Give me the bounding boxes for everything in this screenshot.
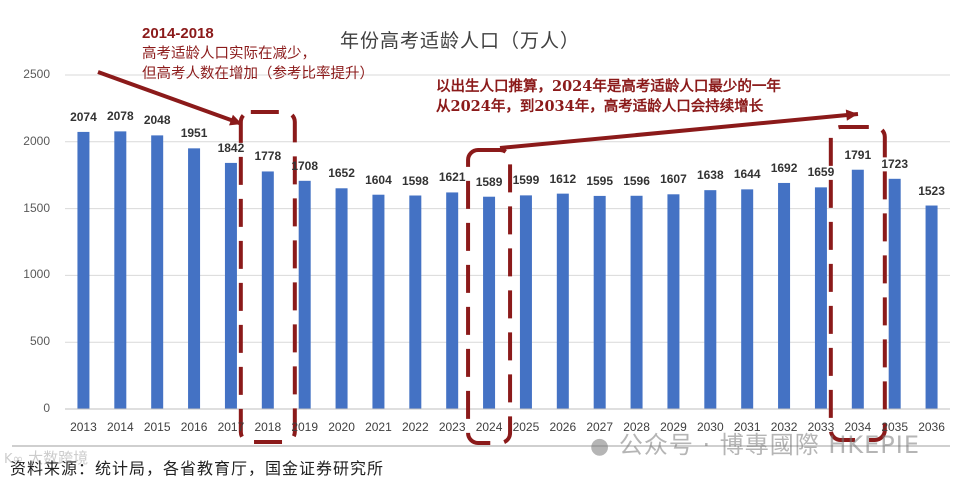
- y-tick-label: 0: [43, 401, 50, 415]
- bar-2028: [630, 195, 643, 409]
- bar-2015: [151, 135, 164, 409]
- bar-2018: [261, 171, 274, 409]
- wechat-icon: ●: [590, 434, 611, 459]
- data-label: 1708: [291, 158, 319, 173]
- data-label: 1599: [512, 173, 540, 188]
- data-label: 1523: [918, 183, 945, 198]
- arrow-left: [97, 70, 243, 126]
- y-tick-label: 2000: [23, 133, 50, 148]
- annotation-right: 以出生人口推算，2024年是高考适龄人口最少的一年 从2024年，到2034年，…: [436, 77, 781, 117]
- x-tick-label: 2016: [180, 420, 208, 434]
- x-tick-label: 2025: [512, 420, 540, 434]
- data-label: 1723: [881, 156, 909, 171]
- bar-2021: [372, 194, 385, 409]
- x-tick-label: 2024: [475, 420, 503, 434]
- y-tick-label: 1500: [23, 200, 50, 215]
- x-tick-label: 2021: [365, 420, 392, 434]
- x-tick-label: 2026: [549, 420, 577, 434]
- bar-2013: [77, 131, 90, 409]
- bar-2020: [335, 188, 348, 409]
- data-label: 1612: [549, 171, 577, 186]
- x-tick-label: 2036: [918, 420, 945, 434]
- data-label: 1596: [623, 173, 650, 188]
- arrowhead-icon: [229, 114, 242, 126]
- x-tick-label: 2013: [70, 420, 97, 434]
- data-label: 1659: [807, 165, 835, 180]
- bar-2016: [188, 148, 201, 409]
- bar-2036: [925, 205, 938, 409]
- annotation-left-years: 2014-2018: [142, 25, 214, 42]
- data-label: 1842: [217, 140, 245, 155]
- data-label: 1621: [438, 170, 466, 185]
- data-label: 2074: [70, 109, 97, 124]
- data-label: 1598: [401, 173, 429, 188]
- bar-2022: [409, 195, 422, 409]
- bar-2023: [446, 192, 459, 409]
- bar-2032: [778, 182, 791, 409]
- data-label: 1589: [475, 174, 503, 189]
- data-label: 1644: [733, 167, 761, 182]
- data-label: 1595: [586, 173, 614, 188]
- x-tick-label: 2034: [844, 420, 872, 434]
- bar-2034: [851, 169, 864, 409]
- arrow-right: [499, 112, 859, 150]
- annotation-left-line1: 高考适龄人口实际在减少，: [142, 46, 316, 62]
- y-tick-label: 1000: [23, 267, 50, 282]
- x-tick-label: 2031: [733, 420, 761, 434]
- annotation-right-line1: 以出生人口推算，2024年是高考适龄人口最少的一年: [436, 78, 781, 95]
- bar-2019: [298, 180, 311, 409]
- data-label: 1692: [770, 160, 798, 175]
- annotation-left-line2: 但高考人数在增加（参考比率提升）: [142, 66, 374, 82]
- x-tick-label: 2033: [807, 420, 835, 434]
- highlight-box-2034: [828, 125, 887, 442]
- bar-2026: [556, 193, 569, 409]
- x-tick-label: 2030: [696, 420, 724, 434]
- bar-2030: [704, 190, 717, 409]
- x-tick-label: 2014: [106, 420, 134, 434]
- x-tick-label: 2029: [660, 420, 687, 434]
- data-label: 1604: [365, 172, 392, 187]
- bar-2029: [667, 194, 680, 409]
- bar-2024: [483, 196, 496, 409]
- y-tick-label: 500: [29, 334, 50, 349]
- bar-2033: [814, 187, 827, 409]
- x-tick-label: 2020: [328, 420, 355, 434]
- data-label: 2048: [143, 113, 171, 128]
- annotation-left: 2014-2018 高考适龄人口实际在减少， 但高考人数在增加（参考比率提升）: [142, 24, 374, 84]
- x-tick-label: 2023: [438, 420, 466, 434]
- annotation-right-line2: 从2024年，到2034年，高考适龄人口会持续增长: [436, 98, 764, 115]
- watermark: ● 公众号 · 博專國際 HKEPIE: [590, 431, 921, 459]
- data-label: 1778: [254, 149, 282, 164]
- x-tick-label: 2035: [881, 420, 909, 434]
- bar-2027: [593, 195, 606, 409]
- data-label: 2078: [106, 109, 134, 124]
- bar-2031: [741, 189, 754, 409]
- x-tick-label: 2018: [254, 420, 282, 434]
- x-tick-label: 2032: [770, 420, 798, 434]
- x-tick-label: 2017: [217, 420, 245, 434]
- bar-2014: [114, 131, 127, 409]
- x-tick-label: 2027: [586, 420, 614, 434]
- data-label: 1607: [660, 172, 687, 187]
- chart-title: 年份高考适龄人口（万人）: [340, 30, 581, 52]
- x-tick-label: 2019: [291, 420, 319, 434]
- source-note: 资料来源：统计局，各省教育厅，国金证券研究所: [10, 459, 385, 478]
- data-label: 1791: [844, 147, 872, 162]
- data-label: 1652: [328, 166, 355, 181]
- arrowhead-icon: [845, 109, 858, 121]
- data-label: 1638: [696, 168, 724, 183]
- y-tick-label: 2500: [23, 67, 50, 81]
- x-tick-label: 2022: [401, 420, 429, 434]
- data-label: 1951: [180, 126, 208, 141]
- x-tick-label: 2015: [143, 420, 171, 434]
- bar-2035: [888, 178, 901, 409]
- bar-2025: [519, 195, 532, 409]
- bar-2017: [224, 162, 237, 409]
- x-tick-label: 2028: [623, 420, 650, 434]
- highlight-box-2024: [466, 148, 513, 445]
- watermark-small: K∞ 大数跨境: [4, 449, 89, 467]
- highlight-box-2018: [238, 110, 297, 444]
